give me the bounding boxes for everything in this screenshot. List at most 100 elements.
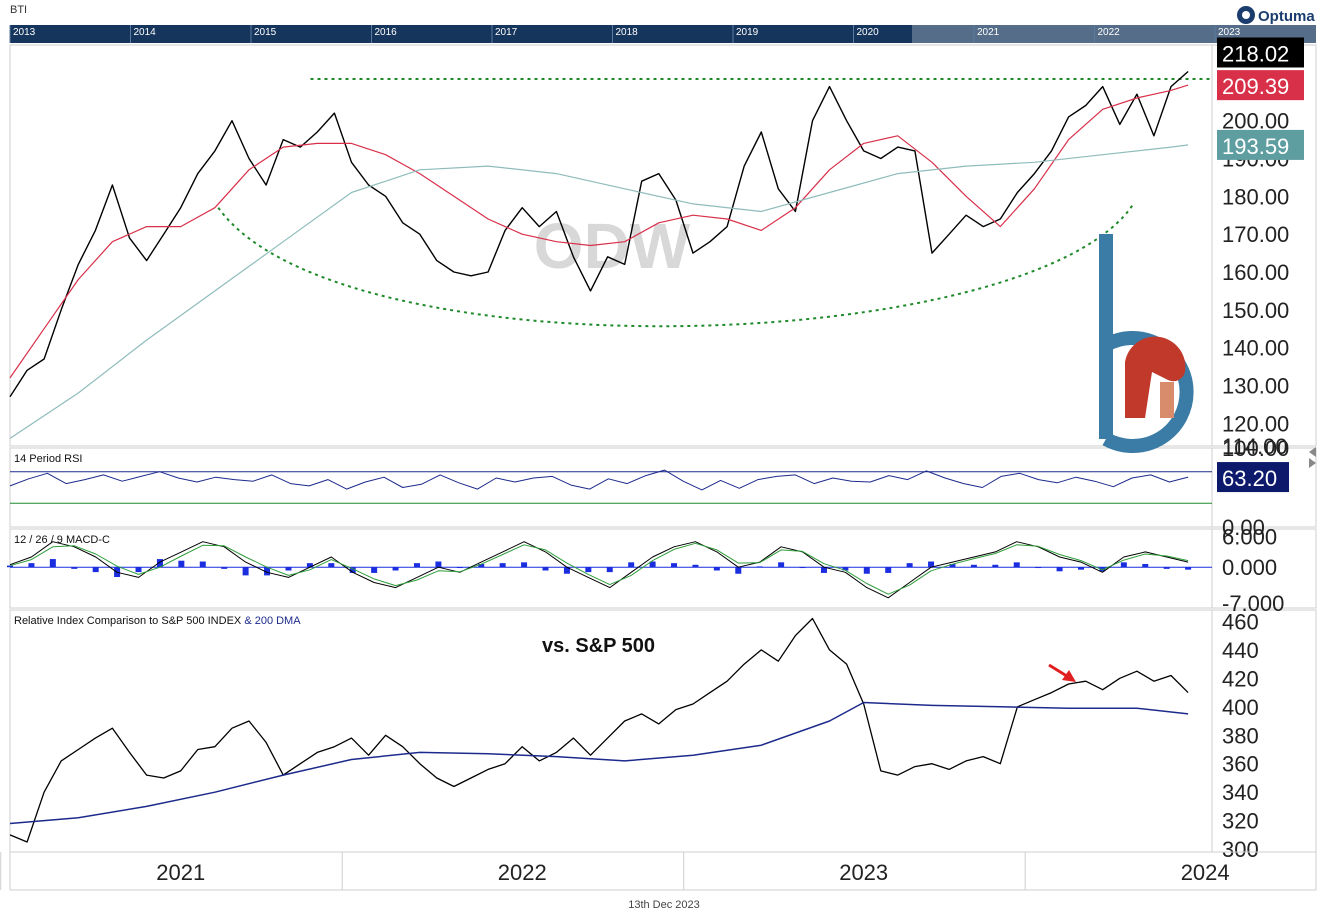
rsi-tick-label: 0.00 [1222,515,1265,540]
macd-histogram-bar [949,563,956,568]
macd-histogram-bar [371,567,378,573]
macd-histogram-bar [563,567,570,574]
navigator-year-label[interactable]: 2021 [977,27,1000,38]
macd-histogram-bar [1077,567,1084,570]
macd-histogram-bar [885,567,892,573]
rsi-tick-label: 100.00 [1222,436,1289,461]
macd-histogram-bar [542,567,549,571]
macd-histogram-bar [178,560,185,568]
macd-histogram-bar [1120,562,1127,568]
macd-tick-label: 6.000 [1222,525,1277,550]
macd-histogram-bar [156,559,163,568]
macd-histogram-bar [328,563,335,568]
symbol-label: BTI [10,4,27,16]
rsi-panel-title: 14 Period RSI [14,453,82,465]
relative-tick-label: 340 [1222,780,1259,805]
footer-date: 13th Dec 2023 [628,899,700,911]
macd-histogram-bar [456,567,463,569]
price-tick-label: 200.00 [1222,109,1289,134]
macd-histogram-bar [778,562,785,568]
macd-histogram-bar [585,567,592,573]
relative-ratio_ma-line [9,701,1189,825]
navigator-year-label[interactable]: 2014 [134,27,157,38]
macd-signal-line [9,542,1189,595]
macd-histogram-bar [28,563,35,568]
macd-histogram-bar [713,567,720,571]
navigator-year-label[interactable]: 2013 [13,27,36,38]
red-arrow-icon [1048,663,1076,682]
price-tick-label: 114.00 [1222,434,1288,459]
price-panel-frame [9,44,1317,447]
relative-tick-label: 440 [1222,638,1259,663]
macd-histogram-bar [264,567,271,576]
navigator-year-label[interactable]: 2018 [616,27,639,38]
macd-tick-label: 0.000 [1222,555,1277,580]
scroll-left-icon[interactable] [1309,447,1316,457]
timeline-navigator[interactable]: 2013 2014 2015 2016 2017 2018 2019 2020 2021 2022… [9,25,1316,43]
price-tick-label: 160.00 [1222,260,1289,285]
relative-tick-label: 460 [1222,609,1259,634]
macd-histogram-bar [756,566,763,568]
time-axis-year-label: 2024 [1181,860,1230,885]
macd-histogram-bar [692,564,699,568]
macd-histogram-bar [392,567,399,571]
macd-histogram-bar [1035,567,1042,569]
price-badge-last: 218.02 [1217,37,1304,68]
price-tick-label: 170.00 [1222,222,1289,247]
macd-histogram-bar [820,567,827,573]
macd-histogram-bar [992,564,999,568]
macd-histogram-bar [49,559,56,568]
macd-histogram-bar [1142,563,1149,568]
rsi-badge: 63.20 [1217,462,1289,493]
price-tick-label: 140.00 [1222,336,1289,361]
navigator-year-label[interactable]: 2019 [736,27,759,38]
navigator-year-label[interactable]: 2020 [857,27,880,38]
macd-histogram-bar [435,561,442,568]
macd-histogram-bar [671,563,678,568]
navigator-year-label[interactable]: 2023 [1218,27,1241,38]
macd-histogram-bar [628,562,635,568]
rounded-base-curve [217,203,1135,328]
relative-title-ma: & 200 DMA [244,615,301,627]
macd-histogram-bar [649,561,656,568]
macd-histogram-bar [285,567,292,571]
rsi-panel-frame [9,447,1317,528]
price-badge-ma_long: 193.59 [1217,129,1304,160]
svg-text:218.02: 218.02 [1222,41,1289,66]
macd-histogram-bar [478,563,485,568]
navigator-year-label[interactable]: 2016 [375,27,398,38]
macd-histogram-bar [735,567,742,574]
macd-histogram-bar [606,567,613,573]
macd-histogram-bar [863,567,870,574]
macd-histogram-bar [521,562,528,568]
macd-histogram-bar [1013,562,1020,568]
macd-histogram-bar [499,563,506,568]
relative-tick-label: 400 [1222,695,1259,720]
macd-histogram-bar [349,567,356,573]
svg-text:193.59: 193.59 [1222,134,1289,159]
macd-histogram-bar [970,564,977,568]
relative-tick-label: 360 [1222,752,1259,777]
macd-histogram-bar [906,563,913,568]
price-tick-label: 120.00 [1222,411,1289,436]
watermark-logo [1099,234,1194,453]
scroll-right-icon[interactable] [1309,458,1316,468]
time-axis-year-label: 2021 [156,860,205,885]
macd-histogram-bar [413,563,420,568]
relative-tick-label: 300 [1222,837,1259,862]
navigator-year-label[interactable]: 2017 [495,27,518,38]
price-tick-label: 180.00 [1222,184,1289,209]
time-axis-frame [9,851,1317,891]
macd-histogram-bar [7,565,13,568]
relative-tick-label: 380 [1222,723,1259,748]
navigator-year-label[interactable]: 2022 [1098,27,1121,38]
macd-histogram-bar [221,567,228,569]
macd-histogram-bar [199,561,206,568]
macd-panel-title: 12 / 26 / 9 MACD-C [14,534,110,546]
relative-title-main: Relative Index Comparison to S&P 500 IND… [14,615,242,627]
navigator-year-label[interactable]: 2015 [254,27,277,38]
time-axis-year-label: 2022 [498,860,547,885]
price-tick-label: 130.00 [1222,373,1289,398]
price-series-ma_long [9,144,1189,439]
time-axis-year-label: 2023 [839,860,888,885]
